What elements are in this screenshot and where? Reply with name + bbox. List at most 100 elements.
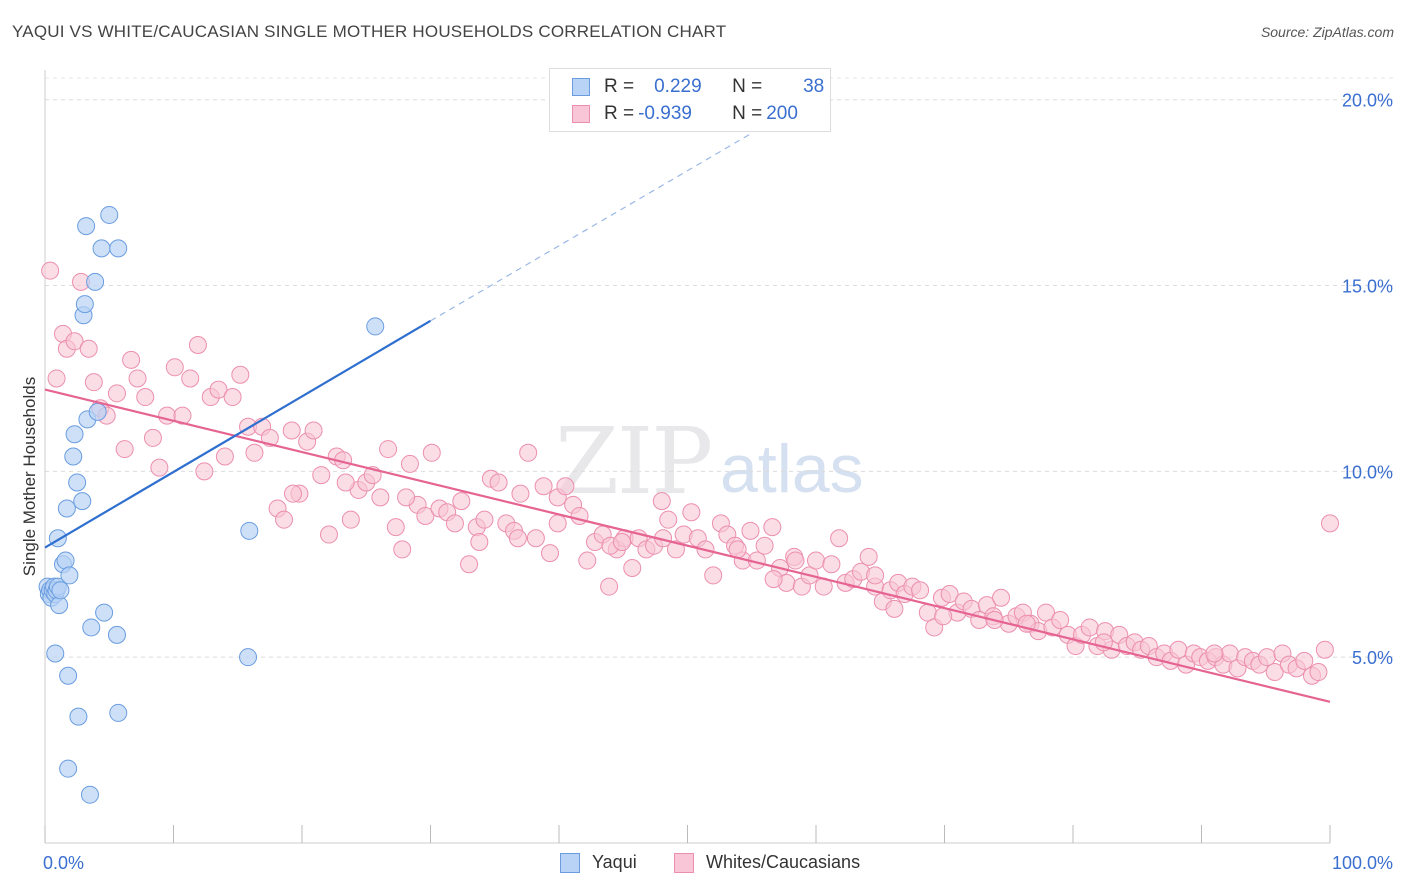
legend: R = 0.229 N = 38 R = -0.939 N = 200 <box>549 68 831 132</box>
data-point-whites <box>209 380 228 399</box>
data-point-whites <box>397 488 416 507</box>
data-point-yaqui <box>65 425 84 444</box>
data-point-yaqui <box>60 566 79 585</box>
x-tick-label: 0.0% <box>43 853 84 873</box>
data-point-whites <box>859 547 878 566</box>
data-point-yaqui <box>57 499 76 518</box>
data-point-whites <box>84 373 103 392</box>
data-point-yaqui <box>82 618 101 637</box>
data-point-whites <box>336 473 355 492</box>
data-point-whites <box>79 339 98 358</box>
data-point-whites <box>1169 640 1188 659</box>
data-point-whites <box>1220 644 1239 663</box>
data-point-yaqui <box>73 492 92 511</box>
data-point-whites <box>666 540 685 559</box>
data-point-yaqui <box>95 603 114 622</box>
data-point-whites <box>1258 648 1277 667</box>
data-point-whites <box>1295 651 1314 670</box>
data-point-whites <box>940 585 959 604</box>
data-point-whites <box>511 484 530 503</box>
data-point-whites <box>41 261 60 280</box>
data-point-whites <box>822 555 841 574</box>
bottom-legend-label-yaqui: Yaqui <box>592 852 637 872</box>
data-point-whites <box>992 588 1011 607</box>
source-label: Source: ZipAtlas.com <box>1260 24 1394 40</box>
data-point-whites <box>445 514 464 533</box>
data-point-whites <box>223 388 242 407</box>
trendline-yaqui <box>44 319 432 549</box>
data-point-whites <box>764 570 783 589</box>
data-point-yaqui <box>46 644 65 663</box>
data-point-whites <box>452 492 471 511</box>
bottom-legend-whites: Whites/Caucasians <box>674 852 860 873</box>
legend-swatch-yaqui <box>572 78 590 96</box>
data-point-whites <box>1265 663 1284 682</box>
data-point-whites <box>755 536 774 555</box>
data-point-whites <box>312 466 331 485</box>
data-point-whites <box>275 510 294 529</box>
data-point-whites <box>830 529 849 548</box>
data-point-yaqui <box>109 239 128 258</box>
data-point-yaqui <box>88 402 107 421</box>
data-point-whites <box>231 365 250 384</box>
bottom-legend-swatch-yaqui <box>560 852 580 873</box>
data-point-whites <box>578 551 597 570</box>
data-point-whites <box>400 454 419 473</box>
data-point-whites <box>319 525 338 544</box>
legend-r-label: R = <box>604 76 635 97</box>
data-point-whites <box>115 440 134 459</box>
data-point-whites <box>489 473 508 492</box>
data-point-whites <box>623 558 642 577</box>
data-point-whites <box>393 540 412 559</box>
trendline-whites <box>44 388 1331 703</box>
data-point-whites <box>122 350 141 369</box>
data-point-whites <box>1051 611 1070 630</box>
data-point-whites <box>282 421 301 440</box>
data-point-whites <box>763 518 782 537</box>
data-point-whites <box>600 577 619 596</box>
data-point-yaqui <box>69 707 88 726</box>
trendline-yaqui-extension <box>430 132 753 322</box>
data-point-yaqui <box>64 447 83 466</box>
data-point-yaqui <box>100 205 119 224</box>
watermark-zip: ZIP <box>555 408 713 515</box>
data-point-whites <box>215 447 234 466</box>
data-point-yaqui <box>86 272 105 291</box>
data-point-whites <box>704 566 723 585</box>
data-point-whites <box>422 443 441 462</box>
data-point-whites <box>47 369 66 388</box>
data-point-whites <box>786 551 805 570</box>
legend-n-value: 200 <box>766 103 798 124</box>
data-point-whites <box>1309 663 1328 682</box>
data-point-whites <box>470 532 489 551</box>
data-point-whites <box>165 358 184 377</box>
legend-r-value: 0.229 <box>654 76 702 97</box>
data-point-yaqui <box>59 759 78 778</box>
data-point-whites <box>245 443 264 462</box>
data-point-whites <box>379 440 398 459</box>
legend-n-label: N = <box>732 76 763 97</box>
data-point-yaqui <box>68 473 87 492</box>
bottom-legend-label-whites: Whites/Caucasians <box>706 852 861 872</box>
data-point-whites <box>284 484 303 503</box>
data-point-whites <box>416 506 435 525</box>
data-point-whites <box>911 581 930 600</box>
legend-r-value: -0.939 <box>638 103 692 124</box>
data-point-whites <box>1315 640 1334 659</box>
y-tick-label: 15.0% <box>1342 277 1393 297</box>
legend-swatch-whites <box>572 105 590 123</box>
data-point-whites <box>143 428 162 447</box>
legend-r-label: R = <box>604 103 635 124</box>
data-point-whites <box>741 521 760 540</box>
data-point-whites <box>195 462 214 481</box>
data-point-whites <box>534 477 553 496</box>
y-axis-label: Single Mother Households <box>20 377 39 576</box>
legend-row-whites: R = -0.939 N = 200 <box>572 101 808 127</box>
data-point-yaqui <box>239 648 258 667</box>
chart-title: YAQUI VS WHITE/CAUCASIAN SINGLE MOTHER H… <box>12 22 727 41</box>
data-point-whites <box>508 529 527 548</box>
data-point-whites <box>181 369 200 388</box>
data-point-whites <box>128 369 147 388</box>
data-point-whites <box>304 421 323 440</box>
data-point-yaqui <box>56 551 75 570</box>
